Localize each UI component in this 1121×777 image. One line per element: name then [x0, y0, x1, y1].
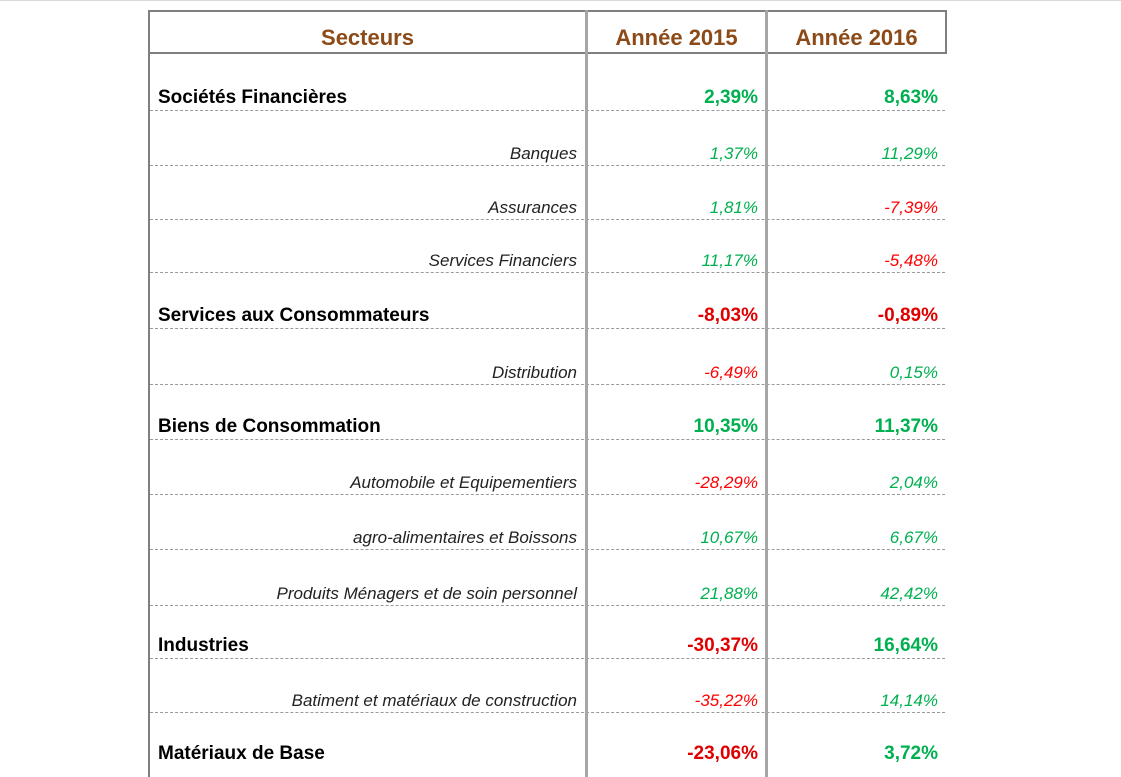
subsector-label: Batiment et matériaux de construction [291, 691, 577, 710]
sector-label: Services aux Consommateurs [158, 305, 430, 326]
value-2015: 10,35% [693, 416, 758, 437]
subsector-label: Distribution [491, 363, 577, 382]
value-2015: -8,03% [697, 305, 758, 326]
value-2016: 11,37% [874, 416, 938, 437]
top-border [0, 0, 1121, 1]
value-2016: -5,48% [884, 251, 938, 270]
value-2016: 11,29% [881, 144, 938, 163]
table-row-sector: Sociétés Financières 2,39% 8,63% [150, 54, 945, 111]
value-2016: 0,15% [889, 363, 938, 382]
value-2015: 2,39% [704, 87, 758, 108]
value-2016: 2,04% [889, 473, 938, 492]
table-row-subsector: Banques 1,37% 11,29% [150, 111, 945, 166]
row-divider [150, 328, 945, 329]
value-2015: 10,67% [700, 528, 758, 547]
value-2016: 16,64% [873, 635, 938, 656]
table-header-bottom-border [148, 52, 947, 54]
column-header-2016: Année 2016 [795, 25, 918, 50]
table-row-subsector: Produits Ménagers et de soin personnel 21… [150, 550, 945, 606]
value-2016: 3,72% [884, 743, 938, 764]
sector-label: Industries [158, 635, 249, 656]
sector-label: Matériaux de Base [158, 743, 325, 764]
row-divider [150, 110, 945, 111]
value-2016: 42,42% [880, 584, 938, 603]
table-right-border [945, 10, 947, 53]
row-divider [150, 272, 945, 273]
subsector-label: Services Financiers [428, 251, 577, 270]
value-2015: -30,37% [687, 635, 758, 656]
table-row-subsector: Batiment et matériaux de construction -35… [150, 659, 945, 713]
value-2015: -6,49% [704, 363, 758, 382]
sector-label: Biens de Consommation [158, 416, 381, 437]
table-row-sector: Services aux Consommateurs -8,03% -0,89% [150, 273, 945, 329]
value-2016: 14,14% [880, 691, 938, 710]
column-separator-2016 [765, 10, 768, 777]
sector-label: Sociétés Financières [158, 87, 348, 108]
value-2016: 8,63% [884, 87, 938, 108]
subsector-label: Automobile et Equipementiers [350, 473, 577, 492]
table-row-subsector: agro-alimentaires et Boissons 10,67% 6,67% [150, 495, 945, 550]
table-left-border [148, 10, 150, 777]
value-2016: 6,67% [889, 528, 938, 547]
column-separator-2015 [585, 10, 588, 777]
table-row-subsector: Services Financiers 11,17% -5,48% [150, 220, 945, 273]
row-divider [150, 712, 945, 713]
row-divider [150, 549, 945, 550]
value-2016: -0,89% [877, 305, 938, 326]
value-2015: -28,29% [694, 473, 758, 492]
table-row-sector: Matériaux de Base -23,06% 3,72% [150, 713, 945, 767]
subsector-label: agro-alimentaires et Boissons [353, 528, 577, 547]
value-2015: 1,37% [709, 144, 758, 163]
column-header-2015: Année 2015 [615, 25, 738, 50]
value-2015: 1,81% [709, 198, 758, 217]
value-2015: -35,22% [694, 691, 758, 710]
value-2016: -7,39% [884, 198, 938, 217]
row-divider [150, 605, 945, 606]
table-row-subsector: Distribution -6,49% 0,15% [150, 329, 945, 385]
table-header-top-border [148, 10, 947, 12]
value-2015: 11,17% [701, 251, 758, 270]
table-row-subsector: Assurances 1,81% -7,39% [150, 166, 945, 220]
column-header-sectors: Secteurs [321, 25, 414, 50]
subsector-label: Banques [509, 144, 577, 163]
subsector-label: Assurances [488, 198, 577, 217]
table-row-sector: Industries -30,37% 16,64% [150, 606, 945, 659]
row-divider [150, 439, 945, 440]
row-divider [150, 165, 945, 166]
row-divider [150, 384, 945, 385]
row-divider [150, 658, 945, 659]
row-divider [150, 494, 945, 495]
table-row-sector: Biens de Consommation 10,35% 11,37% [150, 385, 945, 440]
row-divider [150, 219, 945, 220]
value-2015: 21,88% [700, 584, 758, 603]
table-row-subsector: Automobile et Equipementiers -28,29% 2,04% [150, 440, 945, 495]
subsector-label: Produits Ménagers et de soin personnel [276, 584, 577, 603]
value-2015: -23,06% [687, 743, 758, 764]
